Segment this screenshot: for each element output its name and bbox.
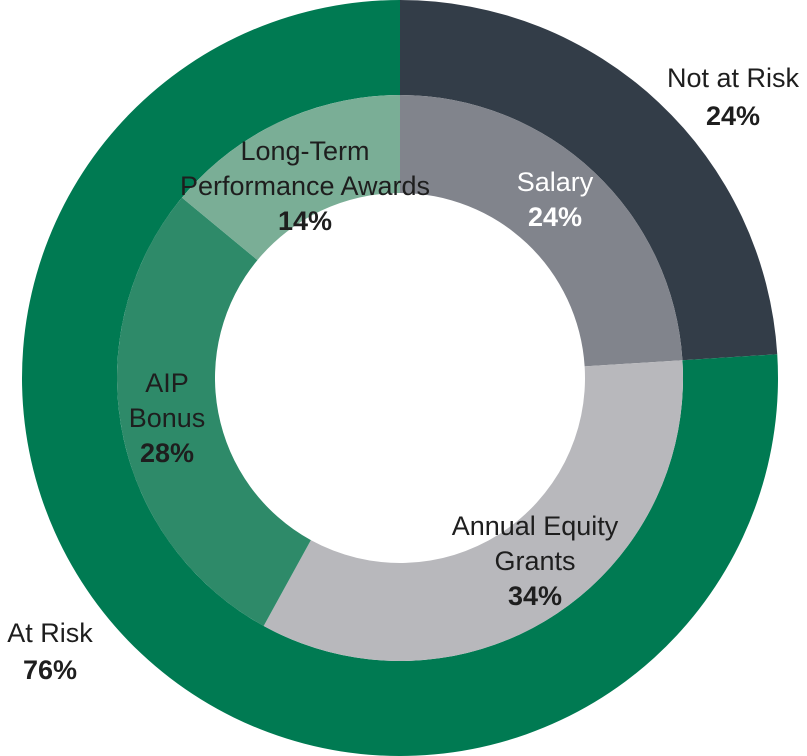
chart-labels: Not at Risk 24% At Risk 76% Salary 24% Annual … <box>7 63 799 685</box>
inner-slice-salary <box>400 95 683 367</box>
inner-label-aip-bonus-line-1: AIP <box>145 368 189 398</box>
inner-label-annual-equity-grants-line-1: Annual Equity <box>452 511 619 541</box>
inner-label-salary-line-1: Salary <box>517 167 594 197</box>
inner-label-long-term-performance-awards-line-2: Performance Awards <box>180 171 430 201</box>
outer-slice-not-at-risk <box>400 0 778 361</box>
inner-label-annual-equity-grants-line-2: Grants <box>494 546 575 576</box>
outer-label-name-not-at-risk: Not at Risk <box>667 63 800 93</box>
inner-label-aip-bonus-value: 28% <box>140 438 194 468</box>
inner-label-long-term-performance-awards-line-1: Long-Term <box>240 136 369 166</box>
inner-ring <box>116 95 684 662</box>
outer-label-value-at-risk: 76% <box>23 655 77 685</box>
inner-label-annual-equity-grants-value: 34% <box>508 581 562 611</box>
inner-slice-aip-bonus <box>116 197 311 626</box>
outer-label-value-not-at-risk: 24% <box>706 101 760 131</box>
outer-ring <box>22 0 778 756</box>
inner-slice-annual-equity-grants <box>263 360 684 662</box>
inner-label-salary-value: 24% <box>528 202 582 232</box>
inner-label-long-term-performance-awards-value: 14% <box>278 206 332 236</box>
inner-slice-long-term-performance-awards <box>181 95 400 261</box>
inner-label-aip-bonus-line-2: Bonus <box>129 403 206 433</box>
outer-label-name-at-risk: At Risk <box>7 618 93 648</box>
